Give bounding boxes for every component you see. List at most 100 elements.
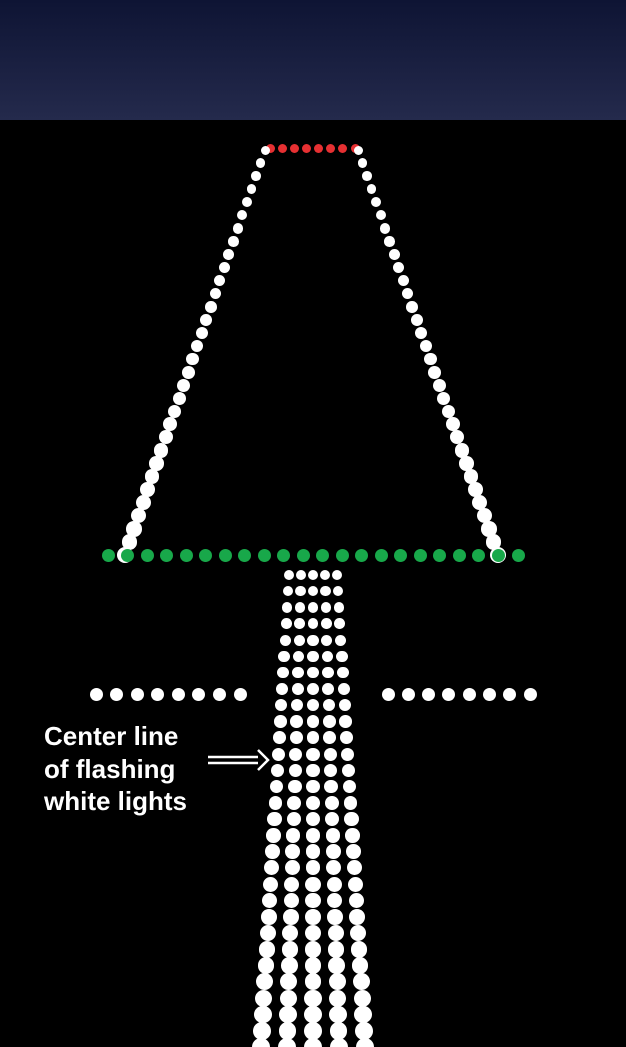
light-dot [398, 275, 409, 286]
light-dot [279, 1022, 297, 1040]
light-dot [228, 236, 239, 247]
light-dot [258, 549, 271, 562]
light-dot [334, 602, 345, 613]
light-dot [261, 909, 277, 925]
light-dot [332, 570, 342, 580]
light-dot [277, 549, 290, 562]
light-dot [351, 941, 367, 957]
light-dot [341, 748, 354, 761]
light-dot [336, 549, 349, 562]
light-dot [234, 688, 247, 701]
light-dot [251, 171, 260, 180]
light-dot [349, 893, 365, 909]
light-dot [304, 1006, 321, 1023]
light-dot [90, 688, 103, 701]
light-dot [308, 570, 318, 580]
light-dot [328, 957, 345, 974]
light-dot [326, 844, 341, 859]
light-dot [376, 210, 386, 220]
light-dot [325, 812, 339, 826]
light-dot [323, 715, 335, 727]
light-dot [252, 1038, 270, 1047]
light-dot [192, 688, 205, 701]
light-dot [382, 688, 395, 701]
light-dot [422, 688, 435, 701]
light-dot [322, 667, 334, 679]
light-dot [411, 314, 423, 326]
runway-lighting-diagram: Center line of flashing white lights [0, 0, 626, 1047]
light-dot [287, 796, 301, 810]
light-dot [266, 828, 280, 842]
light-dot [420, 340, 432, 352]
light-dot [346, 844, 361, 859]
light-dot [307, 651, 318, 662]
light-dot [287, 812, 301, 826]
light-dot [267, 812, 281, 826]
light-dot [279, 1006, 296, 1023]
light-dot [472, 549, 485, 562]
light-dot [402, 688, 415, 701]
light-dot [352, 957, 369, 974]
light-dot [450, 430, 464, 444]
light-dot [110, 688, 123, 701]
light-dot [326, 860, 341, 875]
light-dot [503, 688, 516, 701]
light-dot [329, 973, 346, 990]
light-dot [219, 262, 230, 273]
light-dot [285, 860, 300, 875]
light-dot [293, 651, 304, 662]
light-dot [278, 651, 289, 662]
light-dot [326, 828, 340, 842]
light-dot [288, 780, 302, 794]
light-dot [304, 1022, 322, 1040]
light-dot [281, 618, 292, 629]
light-dot [355, 549, 368, 562]
light-dot [290, 731, 303, 744]
light-dot [337, 667, 349, 679]
light-dot [354, 990, 371, 1007]
light-dot [200, 314, 212, 326]
light-dot [284, 570, 294, 580]
light-dot [306, 764, 319, 777]
light-dot [254, 1006, 271, 1023]
light-dot [237, 210, 247, 220]
light-dot [321, 602, 332, 613]
light-dot [329, 1006, 346, 1023]
light-dot [442, 688, 455, 701]
light-dot [255, 990, 272, 1007]
light-dot [314, 144, 323, 153]
light-dot [302, 144, 311, 153]
light-dot [316, 549, 329, 562]
light-dot [289, 764, 302, 777]
light-dot [296, 570, 306, 580]
light-dot [338, 144, 347, 153]
light-dot [356, 1038, 374, 1047]
light-dot [191, 340, 203, 352]
light-dot [292, 683, 304, 695]
light-dot [294, 635, 305, 646]
light-dot [219, 549, 232, 562]
light-dot [375, 549, 388, 562]
light-dot [286, 828, 300, 842]
light-dot [180, 549, 193, 562]
light-dot [446, 417, 460, 431]
light-dot [358, 158, 367, 167]
light-dot [292, 667, 304, 679]
light-dot [238, 549, 251, 562]
light-dot [160, 549, 173, 562]
light-dot [270, 780, 284, 794]
light-dot [327, 893, 343, 909]
centerline-label: Center line of flashing white lights [44, 720, 187, 818]
light-dot [284, 893, 300, 909]
light-dot [327, 877, 342, 892]
light-dot [335, 635, 346, 646]
light-dot [325, 796, 339, 810]
light-dot [307, 683, 319, 695]
light-dot [512, 549, 525, 562]
light-dot [308, 586, 318, 596]
light-dot [290, 144, 299, 153]
light-dot [308, 602, 319, 613]
light-dot [172, 688, 185, 701]
light-dot [259, 941, 275, 957]
light-dot [306, 780, 320, 794]
